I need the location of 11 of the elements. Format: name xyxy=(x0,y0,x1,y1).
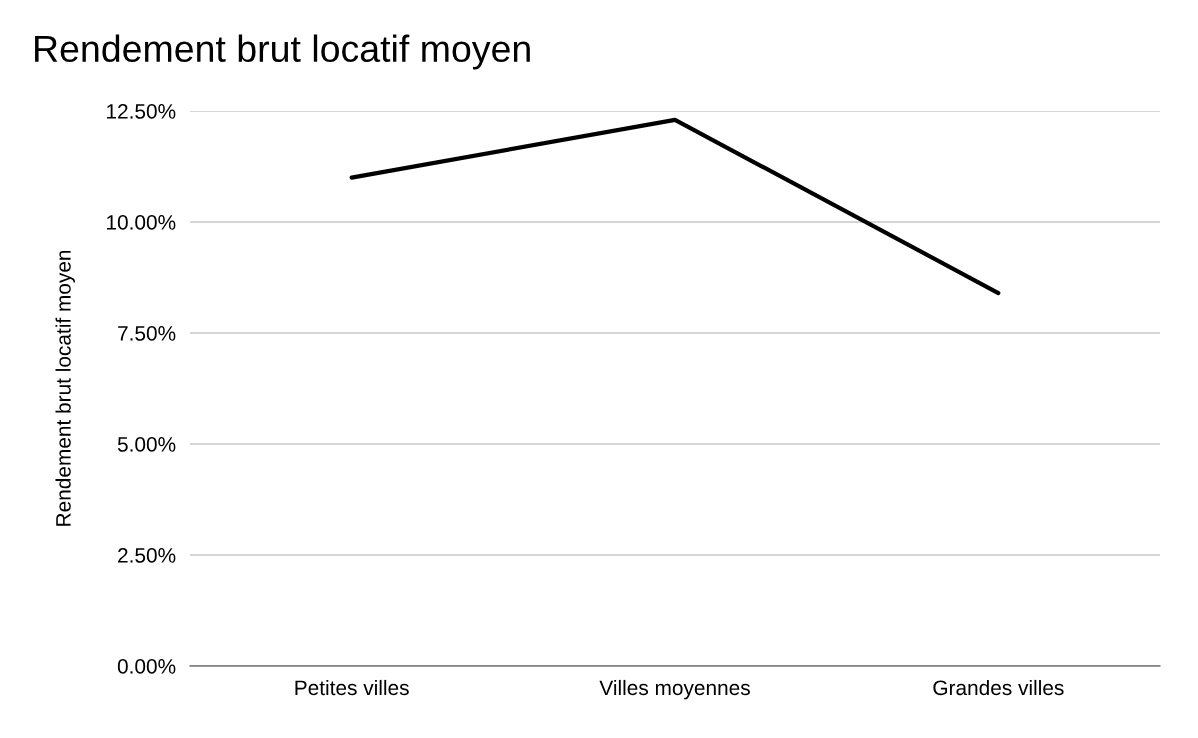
y-tick-label: 7.50% xyxy=(118,326,176,341)
y-tick-label: 0.00% xyxy=(117,659,176,674)
x-tick-label: Villes moyennes xyxy=(599,679,750,700)
y-tick-label: 2.50% xyxy=(118,548,176,563)
x-tick-label: Grandes villes xyxy=(933,679,1064,696)
y-axis-title: Rendement brut locatif moyen xyxy=(55,250,75,526)
y-tick-label: 5.00% xyxy=(117,437,176,452)
y-tick-label: 10.00% xyxy=(107,215,176,230)
chart-title: Rendement brut locatif moyen xyxy=(35,34,530,70)
x-tick-label: Petites villes xyxy=(295,679,409,696)
y-tick-label: 12.50% xyxy=(107,104,176,119)
